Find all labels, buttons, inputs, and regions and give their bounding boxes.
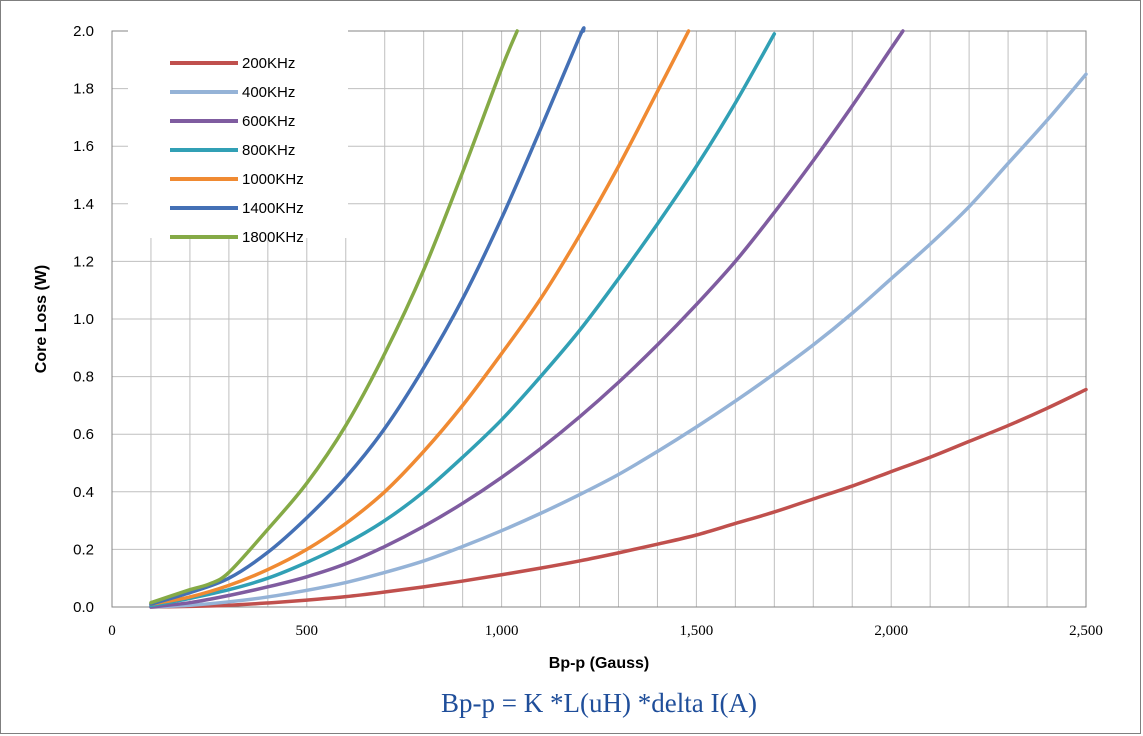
y-tick-label: 0.6: [73, 426, 94, 443]
y-tick-label: 1.6: [73, 138, 94, 155]
y-tick-label: 1.2: [73, 253, 94, 270]
y-tick-label: 0.2: [73, 541, 94, 558]
x-tick-label: 1,500: [680, 623, 714, 639]
series-line-1000khz: [149, 29, 691, 606]
y-axis-title: Core Loss (W): [33, 265, 50, 373]
y-tick-labels: 0.0 0.2 0.4 0.6 0.8 1.0 1.2 1.4 1.6 1.8 2.0: [73, 23, 94, 616]
series-line-1800khz: [149, 29, 519, 605]
y-tick-label: 1.0: [73, 311, 94, 328]
x-tick-labels: 0 500 1,000 1,500 2,000 2,500: [108, 623, 1103, 639]
series-lines: [149, 26, 1088, 609]
formula-annotation: Bp-p = K *L(uH) *delta I(A): [441, 688, 757, 718]
series-line-800khz: [149, 32, 777, 608]
y-tick-label: 0.0: [73, 599, 94, 616]
legend-label: 400KHz: [242, 84, 295, 101]
x-tick-label: 1,000: [485, 623, 519, 639]
x-tick-label: 500: [296, 623, 319, 639]
plot-area-border: [111, 30, 1087, 608]
series-line-200khz: [149, 387, 1088, 609]
legend-label: 1800KHz: [242, 229, 304, 246]
legend-label: 200KHz: [242, 55, 295, 72]
series-line-400khz: [149, 72, 1088, 609]
legend-label: 1000KHz: [242, 171, 304, 188]
y-tick-label: 1.4: [73, 196, 94, 213]
legend: 200KHz 400KHz 600KHz 800KHz 1000KHz 1400KHz 18…: [128, 29, 348, 246]
legend-label: 800KHz: [242, 142, 295, 159]
y-tick-label: 1.8: [73, 81, 94, 98]
series-line-1400khz: [149, 26, 586, 606]
series-line-600khz: [149, 29, 905, 609]
legend-label: 600KHz: [242, 113, 295, 130]
y-tick-label: 0.4: [73, 484, 94, 501]
x-tick-label: 2,500: [1069, 623, 1103, 639]
x-axis-title: Bp-p (Gauss): [549, 655, 649, 672]
x-tick-label: 0: [108, 623, 116, 639]
y-tick-label: 0.8: [73, 369, 94, 386]
y-tick-label: 2.0: [73, 23, 94, 40]
x-tick-label: 2,000: [874, 623, 908, 639]
grid-lines: [112, 31, 1086, 607]
legend-label: 1400KHz: [242, 200, 304, 217]
